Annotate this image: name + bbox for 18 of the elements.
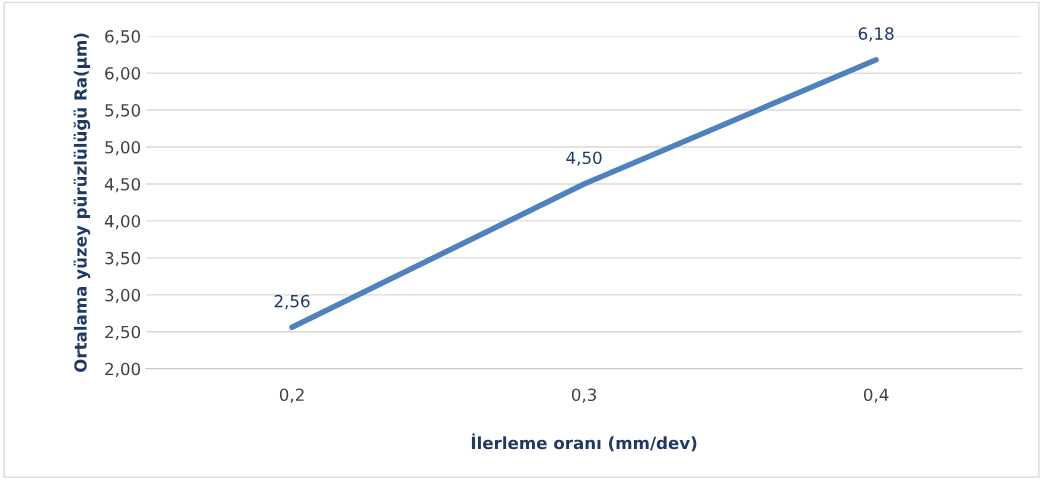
x-tick-label: 0,4 bbox=[863, 388, 889, 403]
y-tick-label: 4,00 bbox=[104, 214, 141, 230]
y-tick-label: 6,50 bbox=[105, 30, 141, 45]
y-axis-title: Ortalama yüzey pürüzlülüğü Ra(µm) bbox=[73, 33, 91, 372]
x-axis-title: İlerleme oranı (mm/dev) bbox=[471, 433, 697, 452]
y-tick-label: 5,50 bbox=[105, 104, 141, 119]
y-tick-label: 2,00 bbox=[105, 362, 141, 377]
y-tick-label: 5,00 bbox=[105, 140, 141, 156]
x-tick-label: 0,2 bbox=[279, 388, 304, 403]
data-label: 4,50 bbox=[566, 151, 602, 166]
y-tick-label: 3,50 bbox=[105, 251, 141, 267]
data-label: 6,18 bbox=[858, 27, 894, 42]
y-tick-label: 3,00 bbox=[105, 288, 141, 304]
y-tick-label: 6,00 bbox=[105, 67, 141, 82]
x-tick-label: 0,3 bbox=[571, 388, 596, 403]
y-tick-label: 4,50 bbox=[104, 177, 141, 193]
y-tick-label: 2,50 bbox=[105, 325, 141, 341]
data-label: 2,56 bbox=[274, 294, 310, 310]
